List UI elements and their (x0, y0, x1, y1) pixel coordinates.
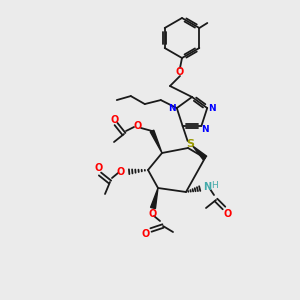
Text: N: N (168, 103, 176, 112)
Text: O: O (117, 167, 125, 177)
Text: O: O (134, 121, 142, 131)
Text: N: N (202, 125, 209, 134)
Text: N: N (203, 182, 211, 192)
Text: O: O (224, 209, 232, 219)
Text: S: S (187, 139, 195, 149)
Polygon shape (193, 146, 207, 160)
Polygon shape (151, 188, 158, 208)
Polygon shape (150, 130, 162, 153)
Text: O: O (142, 229, 150, 239)
Text: O: O (149, 209, 157, 219)
Text: O: O (176, 67, 184, 77)
Text: N: N (208, 103, 216, 112)
Text: O: O (111, 115, 119, 125)
Text: O: O (95, 163, 103, 173)
Text: H: H (211, 182, 218, 190)
